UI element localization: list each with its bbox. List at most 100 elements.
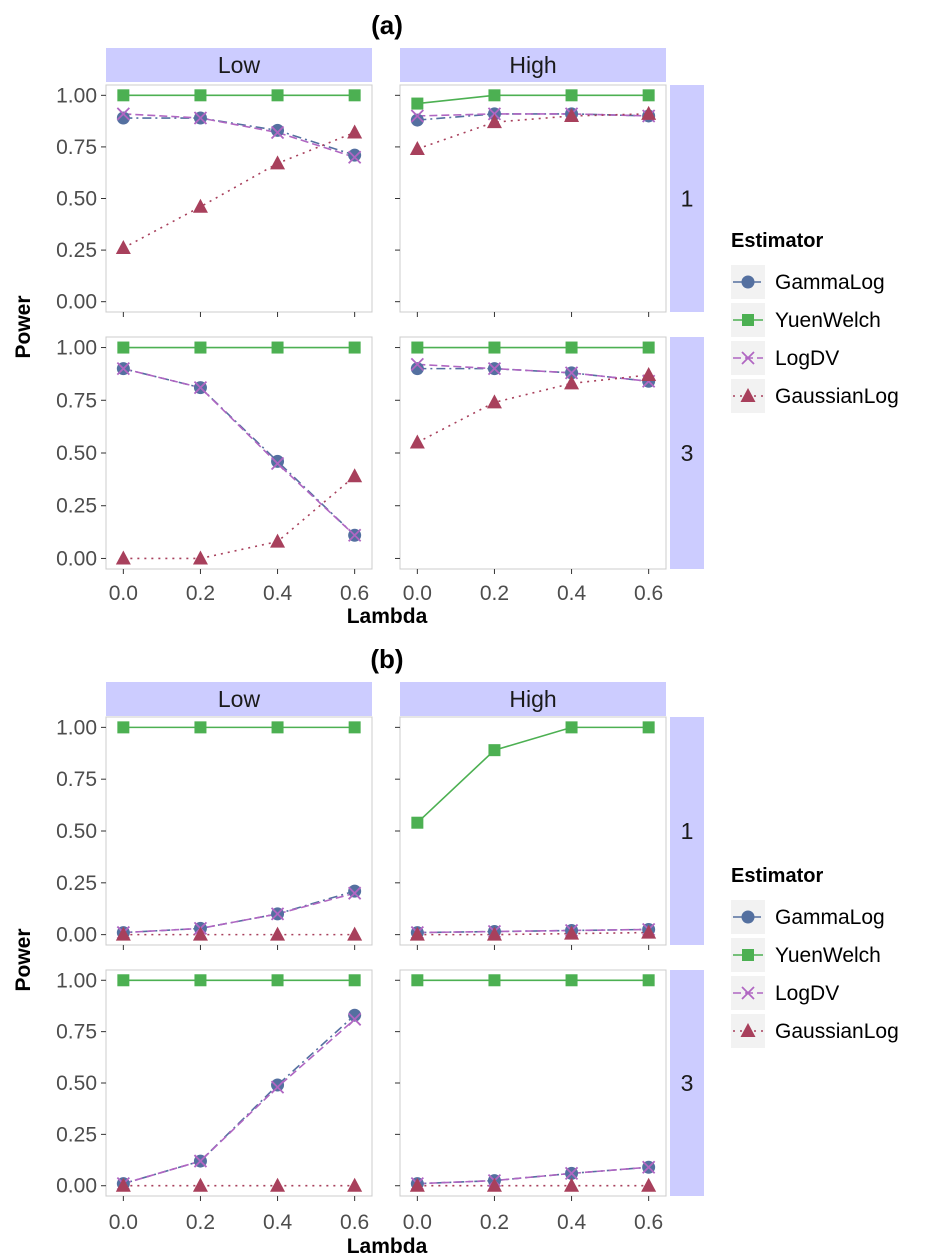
series-line-logdv: [123, 892, 355, 934]
legend-key-marker: [741, 910, 755, 924]
data-point-gaussianlog: [270, 1177, 286, 1192]
legend-label: YuenWelch: [775, 309, 881, 332]
legend-label: GammaLog: [775, 271, 885, 294]
legend-key-marker: [741, 275, 755, 289]
data-point-logdv-stroke: [193, 380, 208, 395]
panel-low-1: 0.00 0.25 0.50 0.75 1.00: [56, 84, 373, 317]
x-tick-label: 0.6: [634, 582, 663, 605]
data-point-yuenwelch: [117, 974, 130, 987]
data-point-yuenwelch: [194, 89, 207, 102]
data-point-yuenwelch: [117, 341, 130, 354]
x-tick-label: 0.0: [109, 582, 138, 605]
facet-strip-low: [106, 682, 372, 716]
data-point-logdv-stroke: [487, 361, 502, 376]
legend-label: LogDV: [775, 982, 839, 1005]
y-tick-label: 1.00: [56, 84, 97, 107]
data-point-gaussianlog: [564, 925, 580, 940]
data-point-yuenwelch: [642, 974, 655, 987]
y-tick-label: 0.75: [56, 389, 97, 412]
data-point-gaussianlog: [486, 114, 502, 129]
data-point-yuenwelch: [488, 744, 501, 757]
data-point-yuenwelch: [642, 341, 655, 354]
panel-high-3: 0.0 0.2 0.4 0.6: [395, 969, 667, 1234]
legend-label: GaussianLog: [775, 1020, 899, 1043]
data-point-gaussianlog: [270, 926, 286, 941]
chart-title: (a): [371, 10, 403, 40]
data-point-gaussianlog: [192, 926, 208, 941]
facet-label-row-3: 3: [681, 440, 694, 466]
data-point-logdv: [487, 107, 502, 121]
y-tick-label: 0.50: [56, 820, 97, 843]
series-line-logdv: [123, 113, 355, 158]
data-point-gaussianlog: [409, 1177, 425, 1192]
panel-border: [105, 716, 373, 946]
y-tick-label: 0.75: [56, 768, 97, 791]
y-tick-label: 0.50: [56, 1072, 97, 1095]
legend-item-gaussianlog: GaussianLog: [731, 379, 899, 413]
legend-key-marker: [741, 351, 755, 365]
legend-title: Estimator: [731, 865, 823, 887]
legend-label: LogDV: [775, 347, 839, 370]
data-point-logdv-stroke: [410, 357, 424, 372]
data-point-logdv-stroke: [348, 150, 362, 164]
facet-label-low: Low: [218, 52, 261, 78]
data-point-gaussianlog: [115, 240, 131, 255]
series-line-yuenwelch: [416, 726, 649, 824]
legend-key-marker-stroke: [741, 351, 755, 365]
data-point-yuenwelch: [348, 89, 361, 102]
data-point-yuenwelch: [488, 341, 501, 354]
data-point-gaussianlog: [409, 434, 425, 449]
facet-label-row-1: 1: [681, 186, 694, 212]
panel-border: [399, 716, 667, 946]
x-tick-label: 0.4: [557, 1211, 587, 1234]
series-line-logdv: [123, 367, 356, 536]
data-point-gaussianlog: [641, 924, 657, 939]
data-point-logdv-stroke: [270, 125, 285, 140]
data-point-gaussianlog: [641, 366, 657, 381]
legend-item-yuenwelch: YuenWelch: [731, 938, 881, 972]
data-point-gaussianlog: [270, 533, 286, 548]
data-point-yuenwelch: [411, 341, 424, 354]
data-point-yuenwelch: [271, 89, 284, 102]
chart-title: (b): [370, 644, 403, 674]
facet-strip-row-1: [670, 85, 704, 312]
data-point-gammalog: [116, 111, 130, 125]
data-point-logdv-stroke: [116, 107, 130, 121]
data-point-logdv: [564, 1166, 579, 1181]
data-point-logdv: [348, 886, 362, 900]
series-line-gaussianlog: [417, 113, 649, 150]
data-point-logdv-stroke: [348, 528, 362, 542]
panel-border: [399, 336, 667, 570]
legend-key-marker: [741, 986, 755, 1000]
data-point-gaussianlog: [192, 1177, 208, 1192]
y-tick-label: 0.00: [56, 924, 97, 947]
y-tick-label: 0.75: [56, 136, 97, 159]
x-tick-label: 0.2: [186, 1211, 215, 1234]
panel-border: [399, 84, 667, 313]
legend-label: GammaLog: [775, 906, 885, 929]
data-point-yuenwelch: [271, 974, 284, 987]
legend-item-yuenwelch: YuenWelch: [731, 303, 881, 337]
data-point-gaussianlog: [564, 107, 580, 122]
data-point-logdv-stroke: [270, 456, 285, 471]
data-point-gaussianlog: [347, 468, 363, 483]
data-point-logdv: [270, 907, 285, 921]
data-point-gaussianlog: [409, 140, 425, 155]
panel-low-3: 0.00 0.25 0.50 0.75 1.00 0.0 0.2 0.4 0.6: [56, 969, 373, 1234]
y-tick-label: 0.25: [56, 239, 97, 262]
data-point-logdv-stroke: [487, 107, 502, 121]
data-point-gaussianlog: [115, 1177, 131, 1192]
y-tick-label: 1.00: [56, 969, 97, 992]
data-point-logdv: [193, 1154, 208, 1168]
x-tick-label: 0.2: [480, 582, 509, 605]
data-point-yuenwelch: [642, 89, 655, 102]
x-tick-label: 0.2: [186, 582, 215, 605]
x-tick-label: 0.4: [557, 582, 587, 605]
data-point-yuenwelch: [488, 974, 501, 987]
data-point-gaussianlog: [486, 926, 502, 941]
data-point-gaussianlog: [409, 926, 425, 941]
legend-label: YuenWelch: [775, 944, 881, 967]
x-axis-title: Lambda: [347, 1235, 428, 1258]
y-tick-label: 0.75: [56, 1021, 97, 1044]
data-point-yuenwelch: [411, 974, 424, 987]
